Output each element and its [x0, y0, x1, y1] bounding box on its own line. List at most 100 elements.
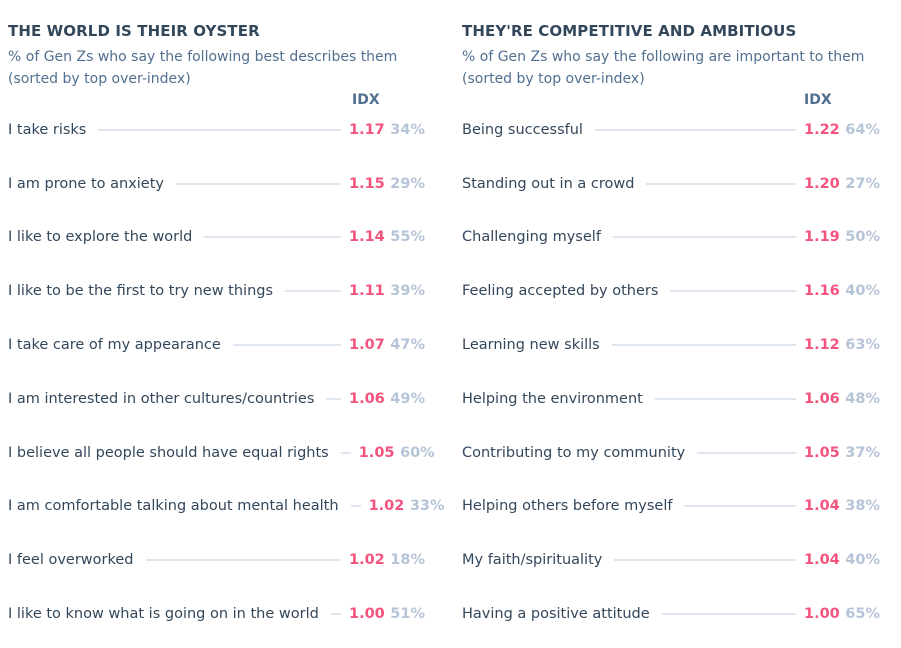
- percent-value: 40%: [845, 552, 880, 569]
- percent-value: 63%: [845, 337, 880, 354]
- subtitle-line-1: % of Gen Zs who say the following are im…: [462, 49, 865, 65]
- idx-column-header: IDX: [804, 92, 832, 108]
- row-label: Standing out in a crowd: [462, 175, 635, 192]
- percent-value: 65%: [845, 606, 880, 623]
- index-value: 1.07: [349, 337, 385, 354]
- panel-world-is-their-oyster: THE WORLD IS THEIR OYSTER % of Gen Zs wh…: [8, 0, 445, 648]
- table-row: I like to be the first to try new things…: [8, 264, 425, 318]
- leader-line: [232, 344, 341, 347]
- leader-line: [350, 505, 361, 508]
- row-label: Helping others before myself: [462, 498, 673, 515]
- percent-value: 60%: [400, 444, 435, 461]
- row-label: I like to be the first to try new things: [8, 283, 274, 300]
- percent-value: 40%: [845, 283, 880, 300]
- percent-value: 55%: [390, 229, 425, 246]
- leader-line: [684, 505, 796, 508]
- table-row: I am interested in other cultures/countr…: [8, 372, 425, 426]
- index-value: 1.04: [804, 552, 840, 569]
- table-row: Contributing to my community 1.05 37%: [462, 426, 880, 480]
- row-label: Feeling accepted by others: [462, 283, 659, 300]
- index-value: 1.11: [349, 283, 385, 300]
- row-label: Learning new skills: [462, 337, 600, 354]
- leader-line: [654, 397, 796, 400]
- index-value: 1.05: [358, 444, 395, 461]
- table-row: Challenging myself 1.19 50%: [462, 211, 880, 265]
- percent-value: 18%: [390, 552, 425, 569]
- index-value: 1.04: [804, 498, 840, 515]
- table-row: Having a positive attitude 1.00 65%: [462, 587, 880, 641]
- idx-column-header: IDX: [352, 92, 380, 108]
- leader-line: [611, 344, 796, 347]
- leader-line: [330, 613, 341, 616]
- table-row: I like to explore the world 1.14 55%: [8, 211, 425, 265]
- leader-line: [697, 451, 796, 454]
- table-row: I am comfortable talking about mental he…: [8, 480, 445, 534]
- row-label: I am interested in other cultures/countr…: [8, 390, 315, 407]
- leader-line: [145, 559, 341, 562]
- panel-title: THEY'RE COMPETITIVE AND AMBITIOUS: [462, 22, 797, 40]
- row-label: Helping the environment: [462, 390, 643, 407]
- percent-value: 38%: [845, 498, 880, 515]
- row-label: My faith/spirituality: [462, 552, 603, 569]
- percent-value: 48%: [845, 390, 880, 407]
- index-value: 1.20: [804, 175, 840, 192]
- rows-list: I take risks 1.17 34% I am prone to anxiety…: [8, 103, 445, 641]
- table-row: I take care of my appearance 1.07 47%: [8, 318, 425, 372]
- rows-list: Being successful 1.22 64% Standing out in a…: [462, 103, 880, 641]
- index-value: 1.17: [349, 121, 385, 138]
- leader-line: [204, 236, 341, 239]
- leader-line: [326, 397, 341, 400]
- percent-value: 29%: [390, 175, 425, 192]
- percent-value: 50%: [845, 229, 880, 246]
- table-row: Feeling accepted by others 1.16 40%: [462, 264, 880, 318]
- leader-line: [614, 559, 796, 562]
- table-row: I believe all people should have equal r…: [8, 426, 435, 480]
- row-label: Being successful: [462, 121, 583, 138]
- index-value: 1.22: [804, 121, 840, 138]
- row-label: I believe all people should have equal r…: [8, 444, 329, 461]
- index-value: 1.12: [804, 337, 840, 354]
- row-label: I am comfortable talking about mental he…: [8, 498, 339, 515]
- index-value: 1.14: [349, 229, 385, 246]
- row-label: I feel overworked: [8, 552, 134, 569]
- row-label: Contributing to my community: [462, 444, 686, 461]
- row-label: I take risks: [8, 121, 87, 138]
- leader-line: [285, 290, 341, 293]
- index-value: 1.16: [804, 283, 840, 300]
- index-value: 1.06: [804, 390, 840, 407]
- leader-line: [175, 182, 341, 185]
- leader-line: [646, 182, 796, 185]
- table-row: My faith/spirituality 1.04 40%: [462, 533, 880, 587]
- table-row: I like to know what is going on in the w…: [8, 587, 425, 641]
- panel-subtitle: % of Gen Zs who say the following best d…: [8, 46, 397, 90]
- percent-value: 33%: [409, 498, 445, 515]
- row-label: Challenging myself: [462, 229, 601, 246]
- percent-value: 47%: [390, 337, 425, 354]
- table-row: I feel overworked 1.02 18%: [8, 533, 425, 587]
- table-row: I take risks 1.17 34%: [8, 103, 425, 157]
- leader-line: [594, 128, 796, 131]
- index-value: 1.00: [349, 606, 385, 623]
- leader-line: [340, 451, 351, 454]
- table-row: Helping the environment 1.06 48%: [462, 372, 880, 426]
- percent-value: 37%: [845, 444, 880, 461]
- index-value: 1.15: [349, 175, 385, 192]
- table-row: Helping others before myself 1.04 38%: [462, 480, 880, 534]
- panel-subtitle: % of Gen Zs who say the following are im…: [462, 46, 864, 90]
- leader-line: [98, 128, 341, 131]
- panel-title: THE WORLD IS THEIR OYSTER: [8, 22, 260, 40]
- row-label: I like to explore the world: [8, 229, 193, 246]
- leader-line: [670, 290, 796, 293]
- subtitle-line-2: (sorted by top over-index): [8, 71, 191, 87]
- subtitle-line-2: (sorted by top over-index): [462, 71, 645, 87]
- table-row: Learning new skills 1.12 63%: [462, 318, 880, 372]
- leader-line: [661, 613, 796, 616]
- table-row: Being successful 1.22 64%: [462, 103, 880, 157]
- index-value: 1.06: [349, 390, 385, 407]
- leader-line: [612, 236, 796, 239]
- index-value: 1.00: [804, 606, 840, 623]
- percent-value: 39%: [390, 283, 425, 300]
- row-label: Having a positive attitude: [462, 606, 650, 623]
- row-label: I like to know what is going on in the w…: [8, 606, 319, 623]
- index-value: 1.02: [368, 498, 405, 515]
